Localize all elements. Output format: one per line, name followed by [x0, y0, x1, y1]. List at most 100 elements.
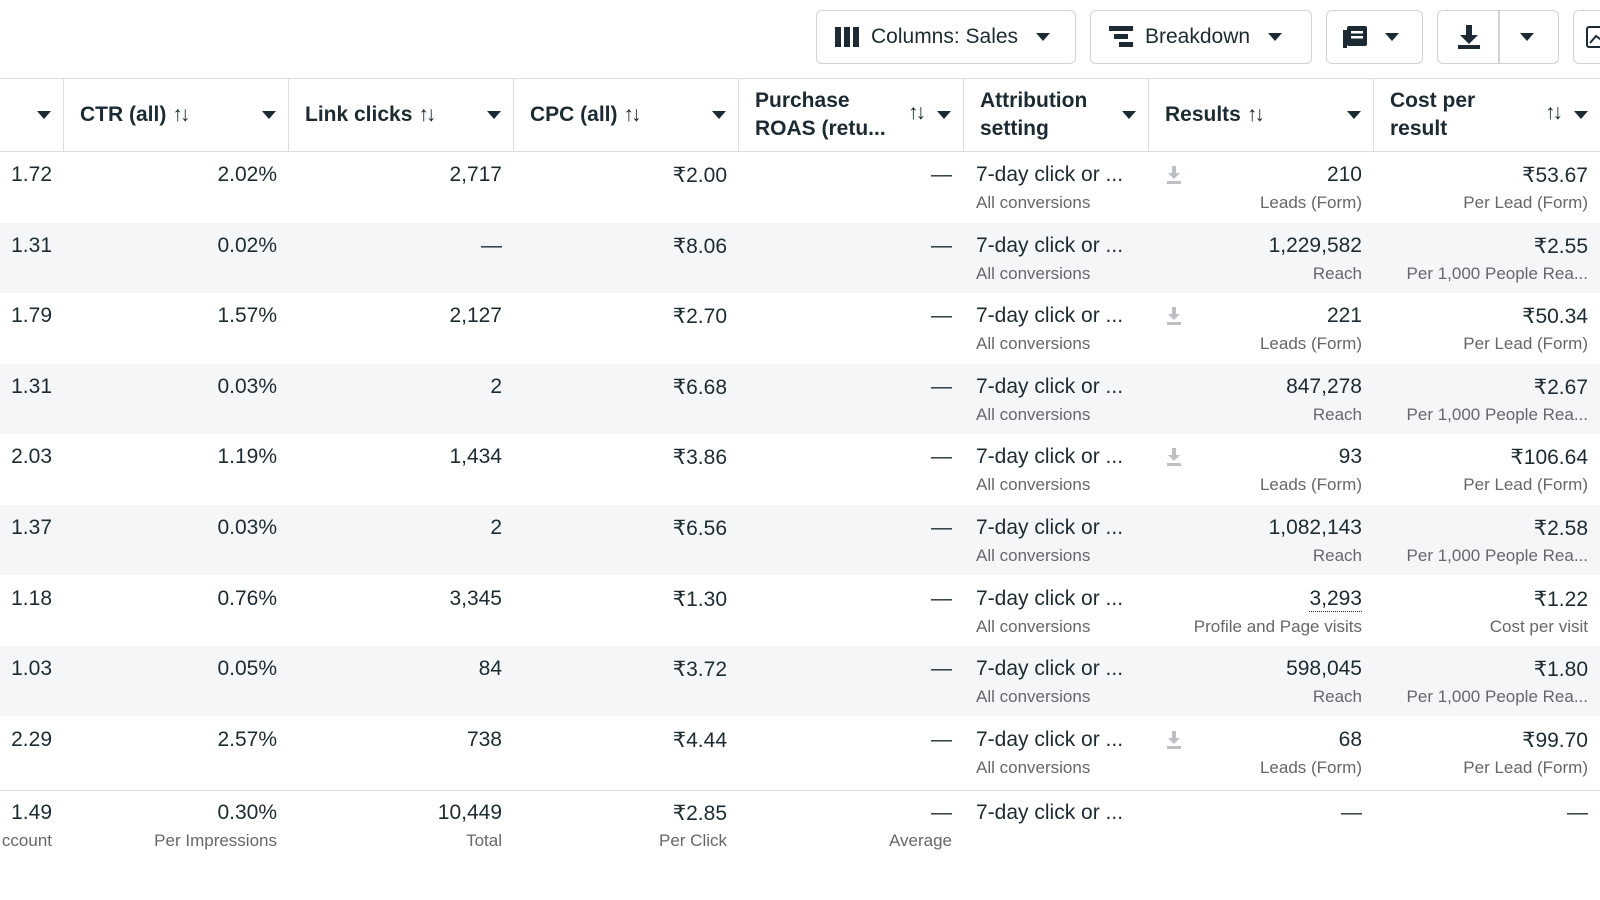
cell-frequency: 1.37: [0, 505, 64, 575]
cell-roas: —: [739, 434, 964, 504]
cell-value[interactable]: 598,045: [1286, 657, 1362, 681]
column-label-line: setting: [980, 117, 1049, 140]
export-split-button[interactable]: [1437, 10, 1559, 64]
table-row[interactable]: 1.31 0.02% — ₹8.06 — 7-day click or ... All co…: [0, 222, 1600, 293]
cell-value[interactable]: 1,082,143: [1268, 516, 1362, 539]
sort-icon[interactable]: ↑↓: [623, 103, 642, 126]
cell-value: —: [931, 586, 952, 610]
cell-attribution: 7-day click or ... All conversions: [964, 576, 1149, 646]
table-row[interactable]: 1.37 0.03% 2 ₹6.56 — 7-day click or ... All co…: [0, 505, 1600, 575]
table-row[interactable]: 2.03 1.19% 1,434 ₹3.86 — 7-day click or ... Al…: [0, 434, 1600, 504]
sort-icon[interactable]: ↑↓: [908, 101, 926, 124]
total-value: 1.49: [11, 801, 52, 824]
cell-caption: Per 1,000 People Rea...: [1406, 546, 1588, 565]
cell-cost-per-result: ₹1.80 Per 1,000 People Rea...: [1374, 646, 1600, 716]
table-row[interactable]: 1.72 2.02% 2,717 ₹2.00 — 7-day click or ... Al…: [0, 152, 1600, 222]
cell-value: 2.29: [11, 727, 52, 751]
cell-value[interactable]: 847,278: [1286, 374, 1362, 398]
download-leads-icon[interactable]: [1167, 448, 1181, 467]
cell-cpc: ₹4.44: [514, 717, 739, 787]
cell-cost-per-result: ₹2.67 Per 1,000 People Rea...: [1374, 364, 1600, 434]
cell-value[interactable]: 68: [1338, 727, 1362, 751]
column-header-link-clicks[interactable]: Link clicks ↑↓: [289, 79, 514, 151]
cell-value: 7-day click or ...: [976, 233, 1124, 257]
chevron-down-icon[interactable]: [1347, 111, 1361, 119]
column-header-results[interactable]: Results ↑↓: [1149, 79, 1374, 151]
total-value: —: [1341, 801, 1362, 824]
cell-value[interactable]: 3,293: [1309, 586, 1362, 612]
chevron-down-icon[interactable]: [712, 111, 726, 119]
column-header-cpc[interactable]: CPC (all) ↑↓: [514, 79, 739, 151]
sort-icon[interactable]: ↑↓: [1545, 101, 1563, 124]
column-label-line: result: [1390, 117, 1448, 140]
cell-value: 7-day click or ...: [976, 374, 1124, 398]
cell-value: ₹2.58: [1533, 517, 1588, 540]
cell-ctr: 1.57%: [64, 293, 289, 363]
column-header-cost-per-result[interactable]: Cost per result ↑↓: [1374, 79, 1600, 151]
columns-label: Columns: Sales: [871, 25, 1019, 48]
cell-caption: All conversions: [976, 616, 1091, 636]
breakdown-button[interactable]: Breakdown: [1090, 10, 1312, 64]
cell-value: 0.02%: [217, 233, 277, 257]
cell-roas: —: [739, 152, 964, 222]
cell-caption: Reach: [1312, 263, 1362, 283]
cell-value: ₹2.55: [1533, 234, 1588, 258]
download-leads-icon[interactable]: [1167, 166, 1181, 184]
column-header-purchase-roas[interactable]: Purchase ROAS (retu... ↑↓: [739, 79, 964, 151]
chevron-down-icon[interactable]: [937, 111, 951, 119]
column-header-ctr[interactable]: CTR (all) ↑↓: [64, 79, 289, 151]
sort-icon[interactable]: ↑↓: [172, 103, 190, 126]
cell-value: 1.03: [11, 657, 52, 681]
download-leads-icon[interactable]: [1167, 307, 1181, 326]
total-results: —: [1149, 791, 1374, 871]
total-caption: Per Click: [658, 831, 727, 850]
cell-caption: Per Lead (Form): [1463, 334, 1588, 354]
cell-value: 1.31: [11, 233, 52, 257]
column-header-frequency[interactable]: [0, 79, 64, 151]
table-row[interactable]: 2.29 2.57% 738 ₹4.44 — 7-day click or ... All …: [0, 717, 1600, 787]
cell-value[interactable]: 221: [1326, 304, 1362, 328]
cell-results: 3,293 Profile and Page visits: [1149, 576, 1374, 646]
table-row[interactable]: 1.03 0.05% 84 ₹3.72 — 7-day click or ... All c…: [0, 646, 1600, 717]
cell-value: 1.72: [11, 163, 52, 186]
cell-caption: All conversions: [976, 193, 1091, 212]
cell-caption: Per Lead (Form): [1463, 193, 1588, 212]
cell-frequency: 1.31: [0, 223, 64, 293]
totals-row: 1.49 ccount 0.30% Per Impressions 10,449…: [0, 790, 1600, 871]
cell-link-clicks: 2: [289, 364, 514, 434]
cell-caption: Per 1,000 People Rea...: [1406, 263, 1588, 283]
cell-value[interactable]: 1,229,582: [1268, 233, 1362, 257]
columns-button[interactable]: Columns: Sales: [816, 10, 1076, 64]
chevron-down-icon[interactable]: [1574, 111, 1588, 119]
reports-button[interactable]: [1326, 10, 1423, 64]
chevron-down-icon[interactable]: [487, 111, 501, 119]
sort-icon[interactable]: ↑↓: [418, 103, 436, 126]
chevron-down-icon[interactable]: [262, 111, 276, 119]
cell-value: —: [931, 374, 952, 398]
cell-caption: Per Lead (Form): [1463, 475, 1588, 495]
cell-results: 93 Leads (Form): [1149, 434, 1374, 504]
download-icon[interactable]: [1458, 25, 1480, 49]
chart-button[interactable]: [1573, 10, 1600, 64]
sort-icon[interactable]: ↑↓: [1246, 103, 1265, 126]
chevron-down-icon[interactable]: [1122, 111, 1136, 119]
cell-caption: Per 1,000 People Rea...: [1406, 404, 1588, 424]
download-leads-icon[interactable]: [1167, 730, 1181, 749]
total-cost-per-result: —: [1374, 791, 1600, 871]
cell-value[interactable]: 210: [1326, 163, 1362, 186]
table-row[interactable]: 1.18 0.76% 3,345 ₹1.30 — 7-day click or ... Al…: [0, 576, 1600, 646]
column-header-attribution[interactable]: Attribution setting: [964, 79, 1149, 151]
total-value: 7-day click or ...: [976, 801, 1124, 824]
cell-value: 0.03%: [217, 374, 277, 398]
table-row[interactable]: 1.31 0.03% 2 ₹6.68 — 7-day click or ... All co…: [0, 363, 1600, 434]
cell-roas: —: [739, 293, 964, 363]
chevron-down-icon[interactable]: [1520, 33, 1534, 41]
chevron-down-icon[interactable]: [37, 111, 51, 119]
cell-caption: Leads (Form): [1259, 475, 1362, 495]
cell-value: 2: [490, 516, 502, 539]
cell-value: 7-day click or ...: [976, 657, 1124, 681]
cell-roas: —: [739, 364, 964, 434]
cell-value[interactable]: 93: [1338, 445, 1362, 469]
cell-value: 7-day click or ...: [976, 516, 1124, 539]
table-row[interactable]: 1.79 1.57% 2,127 ₹2.70 — 7-day click or ... Al…: [0, 293, 1600, 363]
